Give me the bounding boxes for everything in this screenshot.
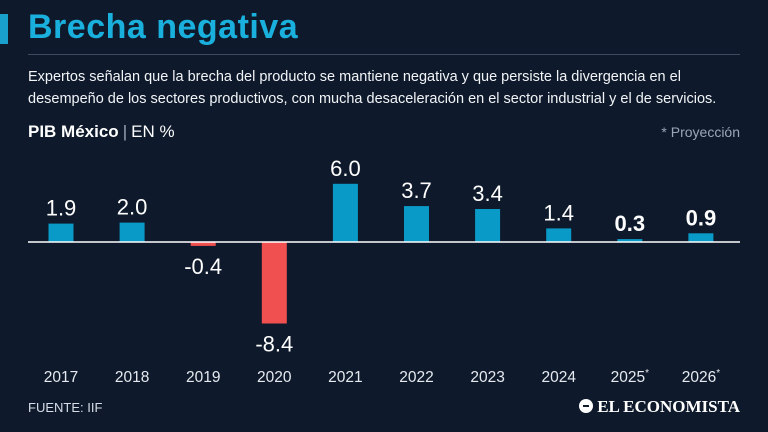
brand-logo: EL ECONOMISTA (579, 397, 740, 417)
page-title: Brecha negativa (28, 8, 299, 46)
tick-label-2024: 2024 (541, 369, 576, 386)
tick-label-2018: 2018 (115, 369, 149, 386)
value-label-2017: 1.9 (46, 196, 77, 221)
heading-separator: | (122, 122, 128, 141)
brand-icon (579, 399, 594, 413)
subtitle: Expertos señalan que la brecha del produ… (28, 69, 717, 107)
tick-label-2019: 2019 (186, 369, 220, 386)
tick-label-2017: 2017 (44, 369, 78, 386)
tick-label-2025: 2025* (611, 368, 649, 386)
series-heading: PIB México | EN % (28, 122, 175, 142)
value-label-2020: -8.4 (255, 332, 293, 357)
bar-2024 (546, 228, 572, 242)
value-label-2023: 3.4 (472, 181, 503, 206)
bar-2023 (475, 209, 501, 242)
value-label-2019: -0.4 (184, 254, 222, 279)
bar-2026 (688, 233, 714, 242)
source-note: FUENTE: IIF (28, 400, 103, 415)
bar-2017 (48, 223, 74, 242)
tick-label-2023: 2023 (470, 369, 504, 386)
value-label-2018: 2.0 (117, 195, 148, 220)
brand-name: EL ECONOMISTA (597, 397, 740, 416)
projection-note: * Proyección (661, 124, 740, 140)
bar-2025 (617, 239, 643, 242)
value-label-2021: 6.0 (330, 156, 361, 181)
value-label-2022: 3.7 (401, 178, 432, 203)
bar-2022 (404, 206, 429, 242)
series-label: PIB México (28, 122, 119, 141)
unit-label: EN % (131, 122, 175, 141)
value-label-2024: 1.4 (543, 200, 574, 225)
value-label-2025: 0.3 (615, 211, 646, 236)
bar-2020 (261, 242, 287, 324)
bar-2021 (332, 183, 358, 242)
tick-label-2020: 2020 (257, 369, 292, 386)
tick-label-2022: 2022 (399, 369, 433, 386)
title-divider (28, 54, 740, 55)
tick-label-2021: 2021 (328, 369, 362, 386)
bar-2019 (190, 242, 216, 246)
value-label-2026: 0.9 (686, 205, 717, 230)
tick-label-2026: 2026* (682, 368, 720, 386)
bar-2018 (119, 222, 145, 242)
title-accent-bar (0, 14, 8, 44)
